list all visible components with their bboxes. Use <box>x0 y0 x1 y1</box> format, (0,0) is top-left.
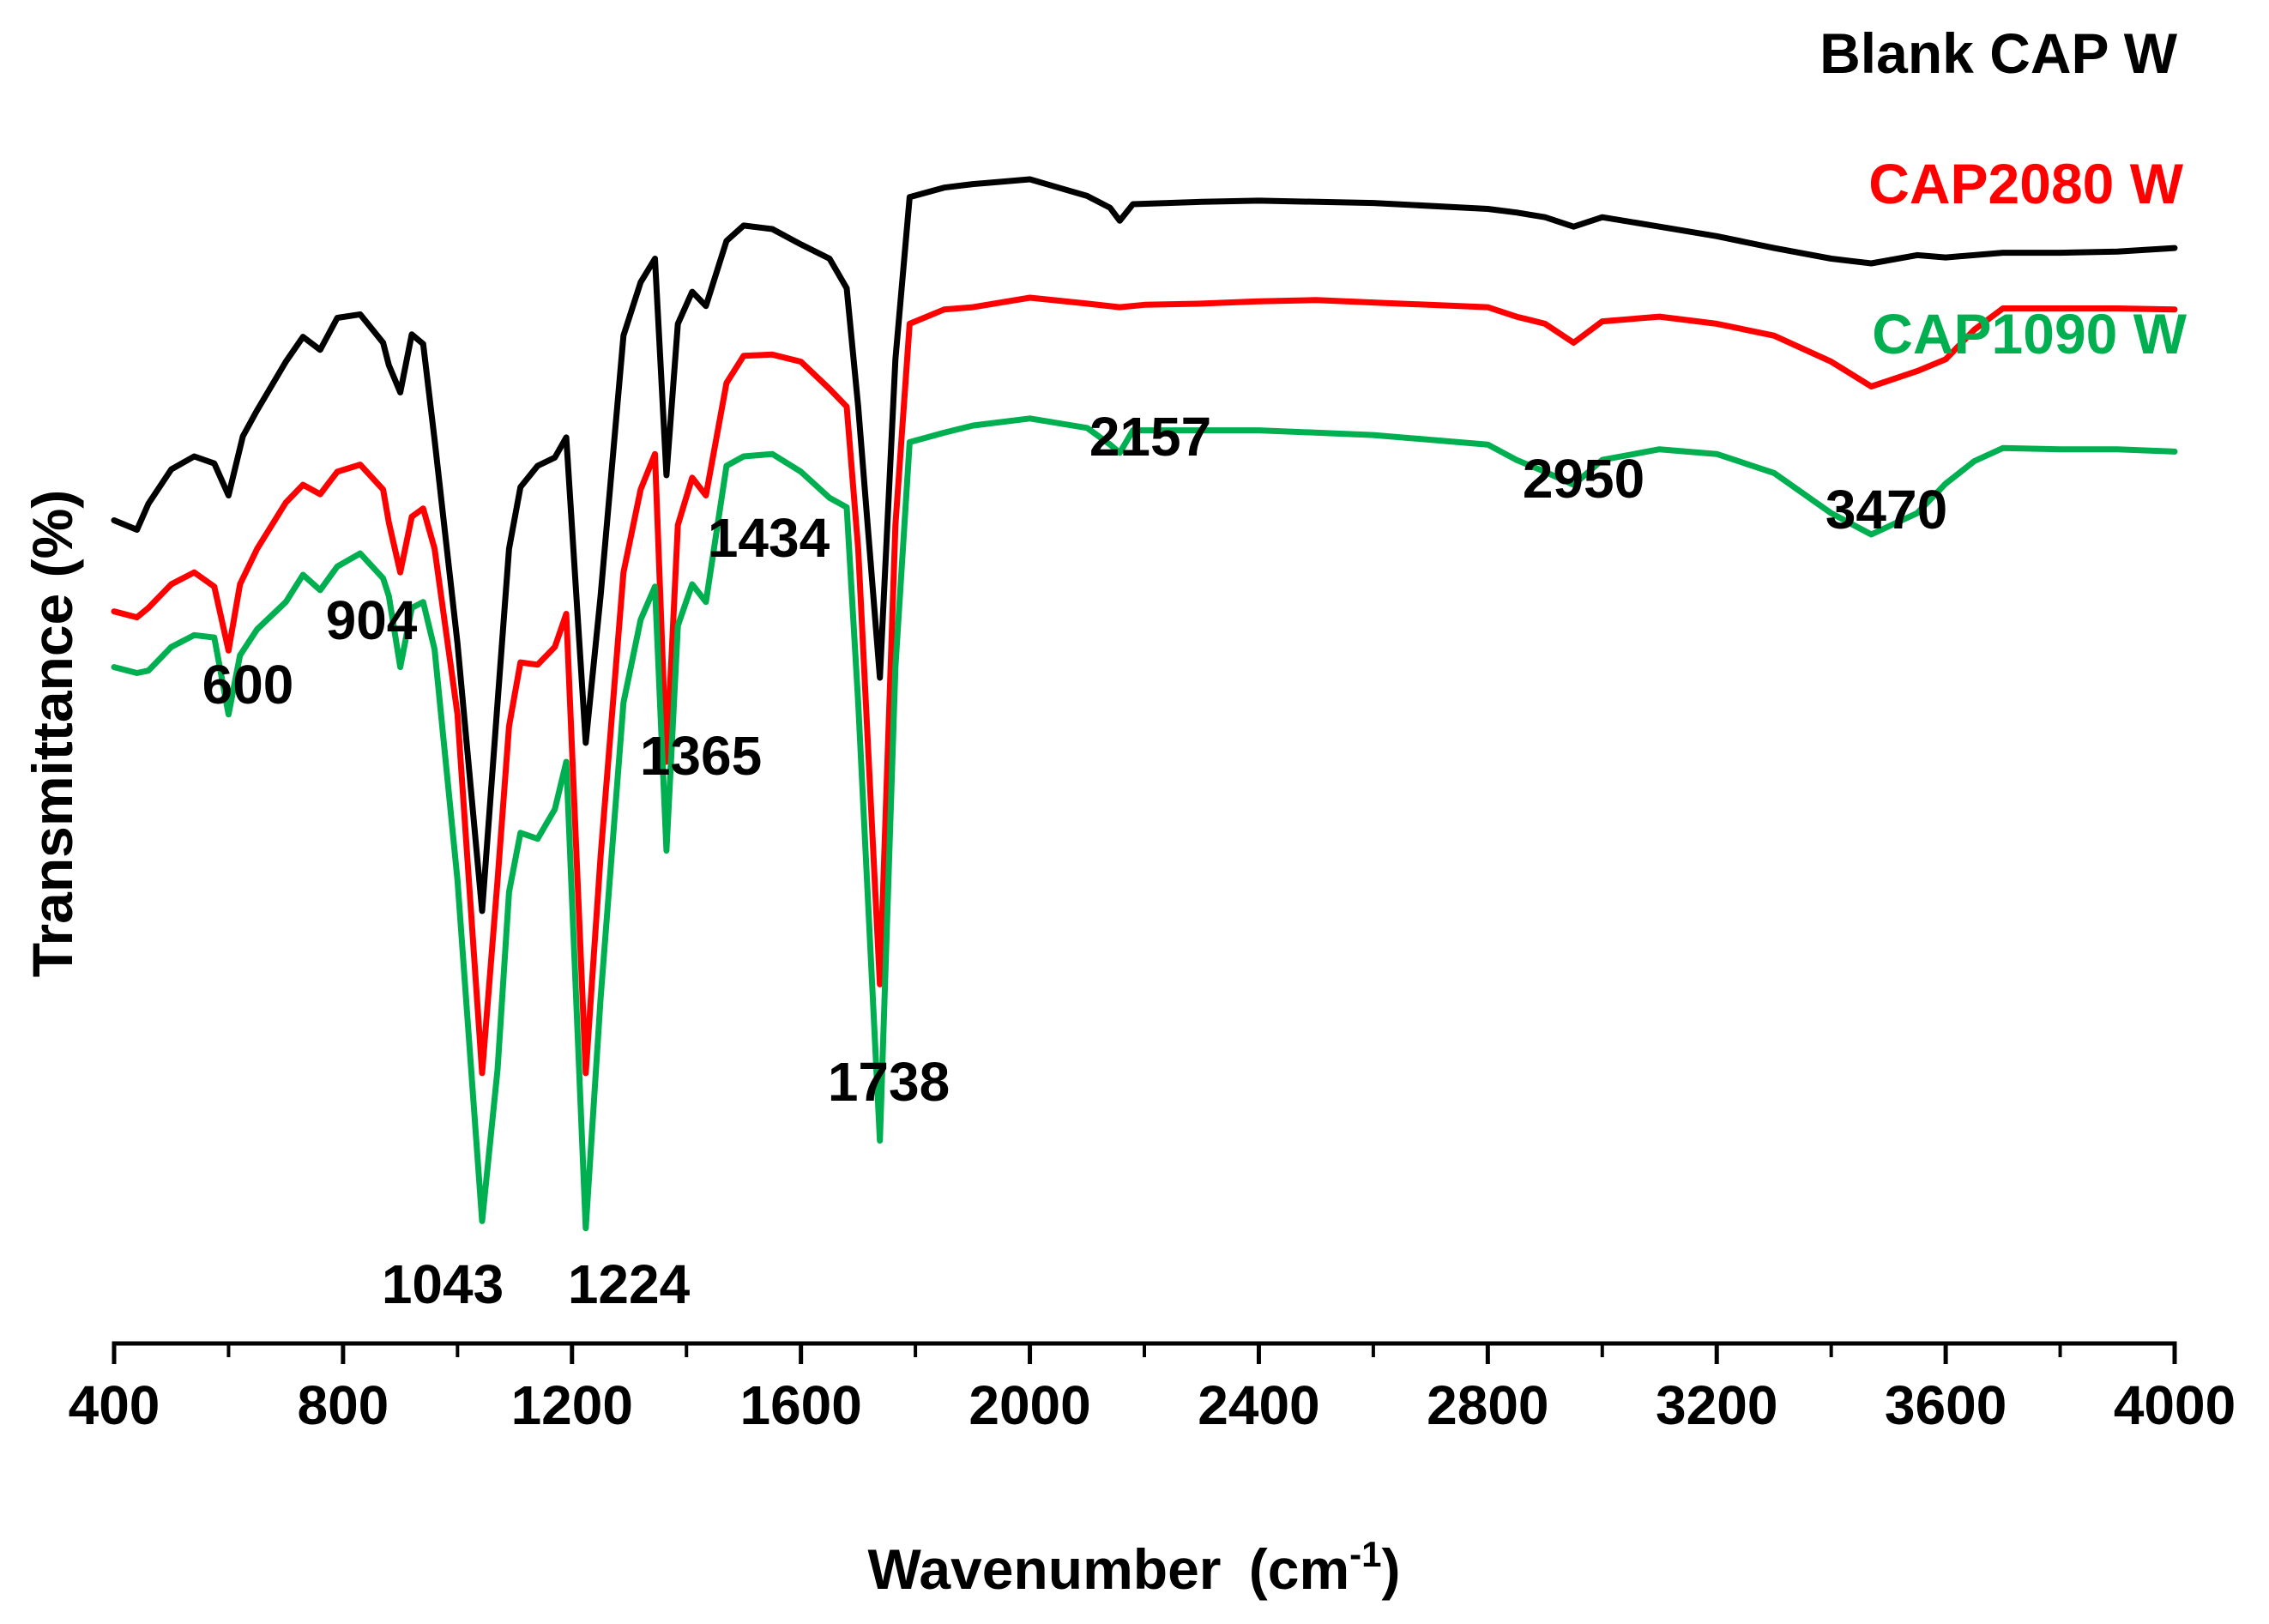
x-tick-label-3200: 3200 <box>1656 1374 1777 1436</box>
x-axis-title-unit: (cm <box>1249 1537 1349 1601</box>
peak-label-1043: 1043 <box>382 1253 504 1315</box>
series-labels: Blank CAP W CAP2080 W CAP1090 W <box>1819 21 2188 365</box>
x-axis-title: Wavenumber (cm-1) <box>867 1534 1400 1601</box>
peak-label-1224: 1224 <box>568 1253 691 1315</box>
x-tick-label-3600: 3600 <box>1885 1374 2006 1436</box>
x-tick-label-1600: 1600 <box>739 1374 861 1436</box>
y-axis-title: Transmittance (%) <box>21 490 84 977</box>
x-axis-tick-labels: 400 800 1200 1600 2000 2400 2800 3200 3600 4000 <box>69 1374 2236 1436</box>
x-tick-label-800: 800 <box>297 1374 389 1436</box>
peak-label-904: 904 <box>326 589 418 651</box>
series-line-blank-cap-w <box>111 176 2178 915</box>
x-tick-label-2000: 2000 <box>969 1374 1090 1436</box>
x-axis-title-main: Wavenumber <box>867 1537 1221 1601</box>
series-label-cap2080-w: CAP2080 W <box>1868 152 2184 215</box>
peak-label-2157: 2157 <box>1089 406 1211 468</box>
x-tick-label-1200: 1200 <box>511 1374 633 1436</box>
peak-label-600: 600 <box>202 654 294 715</box>
peak-annotations: 600 904 1043 1224 1365 1434 1738 2157 29… <box>202 406 1948 1315</box>
peak-label-3470: 3470 <box>1825 479 1947 540</box>
x-tick-label-2400: 2400 <box>1198 1374 1319 1436</box>
peak-label-2950: 2950 <box>1523 448 1644 510</box>
x-tick-label-2800: 2800 <box>1427 1374 1548 1436</box>
series-curves <box>111 176 2178 1232</box>
series-line-cap2080-w <box>111 294 2178 1077</box>
series-line-cap1090-w <box>111 415 2178 1232</box>
x-tick-label-4000: 4000 <box>2114 1374 2236 1436</box>
peak-label-1434: 1434 <box>708 507 830 569</box>
peak-label-1365: 1365 <box>640 725 762 787</box>
x-axis-title-unit-close: ) <box>1382 1537 1401 1601</box>
x-tick-label-400: 400 <box>69 1374 160 1436</box>
series-label-cap1090-w: CAP1090 W <box>1872 302 2188 365</box>
x-axis-title-unit-sup: -1 <box>1349 1534 1381 1574</box>
series-label-blank-cap-w: Blank CAP W <box>1819 21 2178 85</box>
x-axis-ticks <box>112 1342 2177 1364</box>
peak-label-1738: 1738 <box>828 1051 950 1113</box>
